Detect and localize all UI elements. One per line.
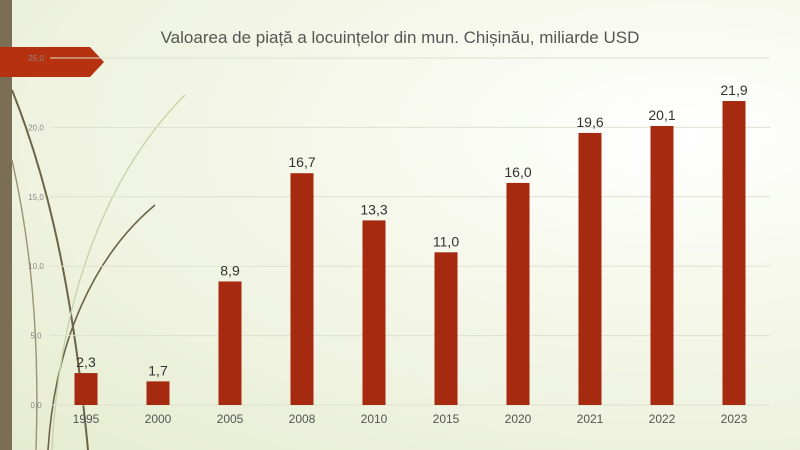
x-tick-label: 2021	[577, 412, 604, 426]
x-tick-label: 2023	[721, 412, 748, 426]
bar	[362, 220, 386, 405]
data-label: 8,9	[220, 262, 240, 278]
x-tick-label: 2005	[217, 412, 244, 426]
x-tick-label: 2015	[433, 412, 460, 426]
y-tick-label: 25,0	[28, 54, 44, 63]
bar	[218, 281, 242, 405]
title-banner	[0, 47, 104, 77]
bar	[650, 126, 674, 406]
x-tick-label: 2010	[361, 412, 388, 426]
data-label: 16,0	[504, 164, 531, 180]
x-tick-label: 2008	[289, 412, 316, 426]
data-label: 16,7	[288, 154, 315, 170]
y-tick-label: 15,0	[28, 193, 44, 202]
chart-title: Valoarea de piață a locuințelor din mun.…	[160, 28, 640, 47]
data-label: 21,9	[720, 82, 747, 98]
data-label: 19,6	[576, 114, 603, 130]
y-tick-label: 10,0	[28, 262, 44, 271]
y-tick-label: 20,0	[28, 123, 44, 132]
data-label: 11,0	[433, 233, 459, 249]
data-label: 20,1	[648, 107, 675, 123]
data-label: 2,3	[76, 354, 96, 370]
bar	[146, 381, 170, 405]
x-tick-label: 2022	[649, 412, 676, 426]
bar	[74, 373, 98, 405]
bar	[434, 252, 458, 405]
y-tick-label: 0,0	[30, 401, 42, 410]
bar	[722, 101, 746, 405]
x-tick-label: 2020	[505, 412, 532, 426]
bar	[578, 132, 602, 405]
data-label: 1,7	[148, 362, 168, 378]
bar	[290, 173, 314, 405]
x-tick-label: 1995	[73, 412, 100, 426]
side-strip	[0, 0, 12, 450]
x-tick-label: 2000	[145, 412, 172, 426]
y-tick-label: 5,0	[30, 332, 42, 341]
data-label: 13,3	[360, 201, 387, 217]
bar	[506, 182, 530, 405]
